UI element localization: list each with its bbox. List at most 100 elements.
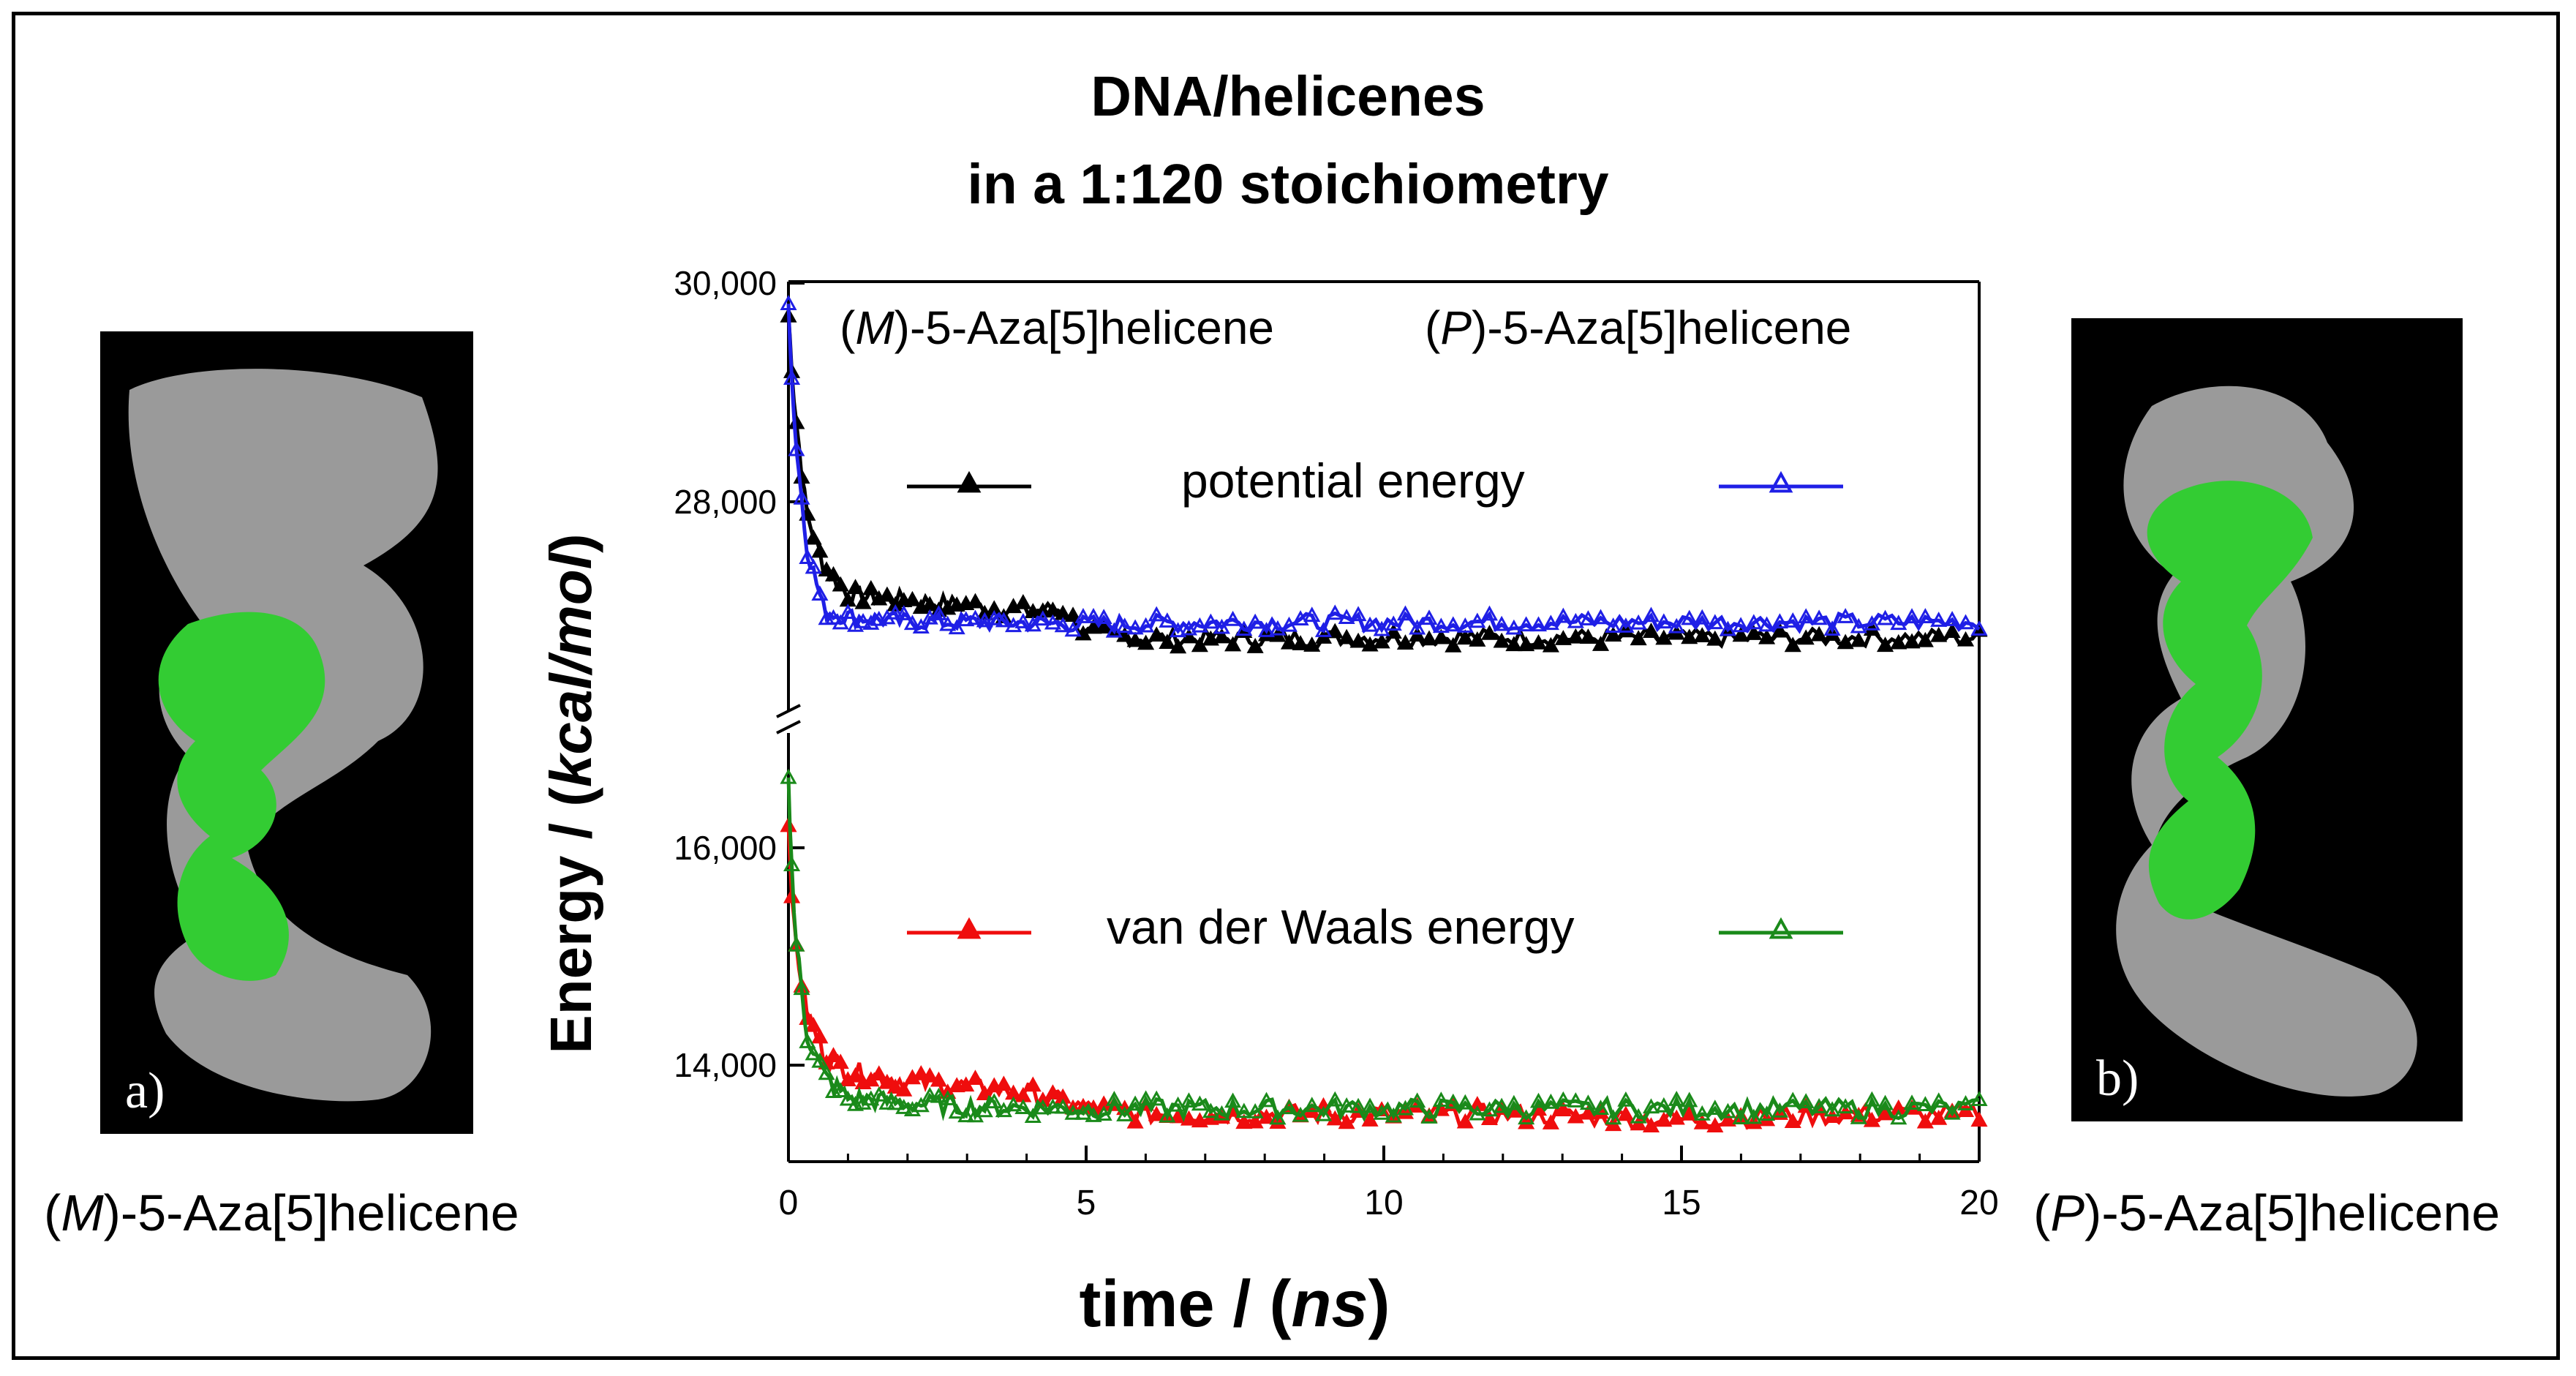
- data-point: [1014, 593, 1032, 609]
- data-point: [1642, 606, 1660, 623]
- data-point: [1518, 1109, 1535, 1125]
- data-point: [1850, 631, 1867, 647]
- data-point: [1693, 627, 1711, 643]
- data-point: [854, 612, 872, 628]
- y-tick-label: 14,000: [674, 1046, 777, 1084]
- data-point: [1732, 617, 1750, 633]
- data-point: [1456, 1113, 1474, 1129]
- data-point: [1445, 636, 1462, 653]
- data-point: [1529, 1092, 1548, 1108]
- data-point: [1280, 1099, 1298, 1115]
- data-point: [1630, 630, 1647, 646]
- data-point: [1745, 614, 1763, 630]
- x-tick-label: 20: [1959, 1184, 1998, 1222]
- data-point: [985, 609, 1003, 625]
- data-point: [1943, 623, 1961, 639]
- data-point: [1373, 633, 1390, 649]
- data-point: [1930, 1092, 1948, 1108]
- data-point: [1432, 1091, 1450, 1107]
- data-point: [1126, 1113, 1144, 1129]
- data-point: [939, 615, 957, 631]
- legend-sample-0: [907, 470, 1031, 493]
- data-point: [1655, 613, 1673, 629]
- data-point: [1054, 1098, 1072, 1114]
- data-point: [1505, 636, 1523, 652]
- data-point: [793, 468, 810, 484]
- legend-sample-2: [907, 917, 1031, 939]
- axis-break-mark: [776, 720, 801, 734]
- data-point: [1554, 1091, 1572, 1107]
- data-point: [1837, 634, 1854, 650]
- series-line: [786, 304, 1981, 635]
- data-point: [903, 614, 921, 631]
- data-point: [1116, 1106, 1134, 1121]
- data-point: [1579, 628, 1597, 644]
- data-point: [1605, 1109, 1622, 1125]
- data-point: [870, 1086, 888, 1102]
- data-point: [1257, 1091, 1276, 1108]
- legend-vdw-label: van der Waals energy: [1107, 900, 1575, 954]
- data-point: [811, 1052, 829, 1068]
- data-point: [1326, 604, 1344, 620]
- data-point: [1361, 1111, 1379, 1127]
- data-point: [1642, 623, 1660, 638]
- data-point: [1180, 620, 1198, 636]
- data-point: [1758, 616, 1776, 632]
- data-point: [921, 1086, 938, 1102]
- data-point: [1617, 1091, 1635, 1107]
- data-point: [1916, 608, 1934, 623]
- data-point: [895, 605, 913, 620]
- data-point: [1890, 614, 1907, 631]
- data-point: [1810, 609, 1828, 625]
- data-point: [1554, 607, 1572, 623]
- y-tick-label: 16,000: [674, 829, 777, 867]
- data-point: [1579, 1094, 1597, 1110]
- data-point: [1235, 1102, 1253, 1119]
- axis-break-mark: [776, 704, 801, 718]
- x-tick-label: 15: [1662, 1184, 1701, 1222]
- data-point: [1480, 1101, 1499, 1117]
- data-point: [1518, 636, 1535, 652]
- data-point: [1970, 1111, 1988, 1127]
- data-point: [1681, 609, 1698, 625]
- data-point: [1863, 1111, 1880, 1127]
- data-point: [1024, 1076, 1042, 1092]
- data-point: [1445, 616, 1462, 632]
- data-point: [1469, 1096, 1486, 1111]
- data-point: [1797, 1093, 1815, 1109]
- data-point: [1505, 619, 1523, 635]
- data-point: [1480, 624, 1499, 640]
- data-point: [1957, 631, 1975, 647]
- data-point: [1420, 609, 1438, 625]
- y-tick-label: 28,000: [674, 483, 777, 521]
- panel-a-caption: (M)-5-Aza[5]helicene: [44, 1184, 519, 1241]
- data-point: [1191, 1095, 1208, 1111]
- data-point: [1303, 636, 1321, 652]
- data-point: [1655, 1111, 1673, 1127]
- data-point: [1095, 609, 1112, 625]
- data-point: [839, 1090, 856, 1106]
- data-point: [1876, 609, 1894, 625]
- data-point: [811, 542, 829, 558]
- data-point: [1579, 1104, 1597, 1120]
- data-point: [1529, 634, 1548, 650]
- data-point: [1420, 630, 1438, 646]
- data-point: [1758, 1105, 1776, 1121]
- data-point: [1105, 1091, 1123, 1106]
- data-point: [1542, 1114, 1559, 1129]
- data-point: [1930, 612, 1948, 627]
- legend-marker: [957, 917, 982, 939]
- y-axis-label: Energy / (kcal/mol): [538, 533, 603, 1053]
- data-point: [1706, 1099, 1724, 1115]
- data-point: [1719, 1111, 1736, 1127]
- data-point: [1693, 1105, 1711, 1121]
- data-point: [1655, 629, 1673, 645]
- data-point: [912, 1097, 930, 1113]
- data-point: [1202, 1102, 1219, 1119]
- figure-frame: [12, 12, 2560, 1360]
- data-point: [1903, 608, 1921, 624]
- data-point: [788, 440, 805, 456]
- data-point: [1567, 1092, 1584, 1108]
- data-point: [1373, 620, 1390, 636]
- data-point: [1116, 617, 1134, 634]
